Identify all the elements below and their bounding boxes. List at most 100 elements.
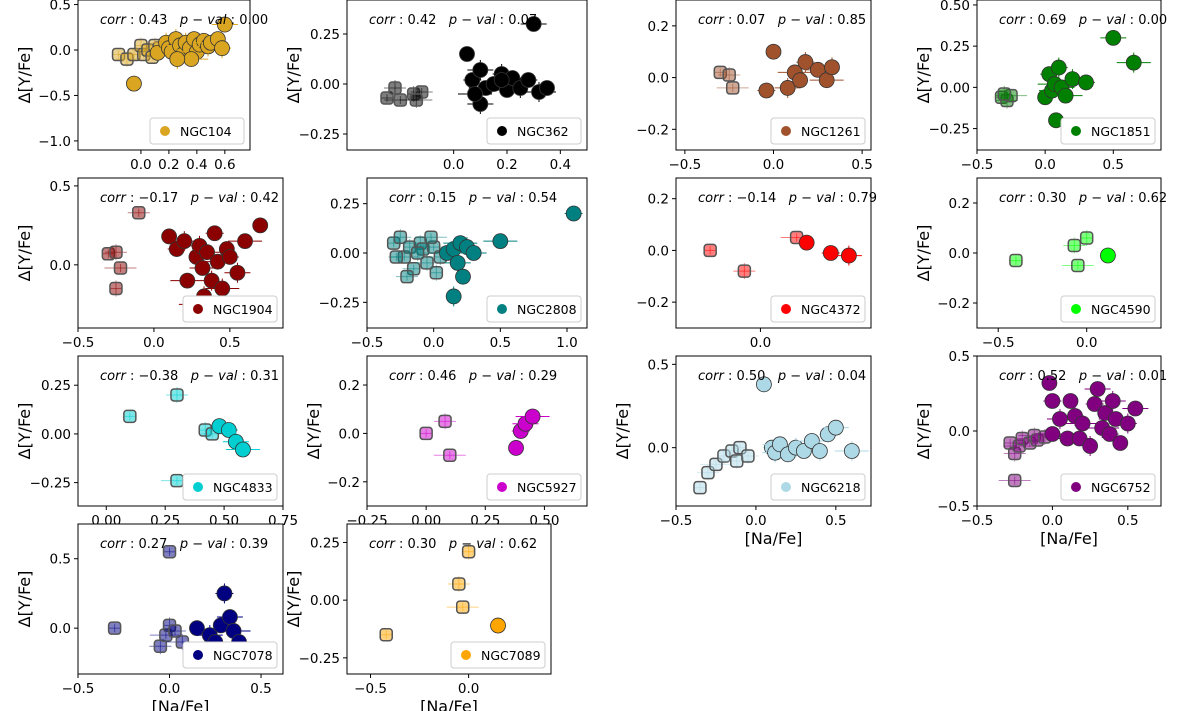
panel-ngc7078-xtick-label: −0.5 bbox=[62, 681, 95, 697]
panel-ngc5927-corr-text: corr bbox=[389, 369, 416, 384]
panel-ngc4590-legend-marker bbox=[1071, 304, 1081, 314]
panel-ngc6218-ytick-label: 0.5 bbox=[648, 357, 669, 373]
panel-ngc1851-corr-text: 0.69 bbox=[1037, 13, 1066, 28]
panel-ngc4833-corr-text: −0.38 bbox=[138, 369, 178, 384]
panel-ngc6218-legend-box bbox=[770, 473, 866, 501]
panel-ngc7089-ytick-label: 0.00 bbox=[310, 593, 340, 609]
panel-ngc362-corr-text: 0.42 bbox=[407, 13, 436, 28]
panel-ngc1261-xtick-label: −0.5 bbox=[668, 157, 701, 173]
panel-ngc2808-legend-marker bbox=[497, 304, 507, 314]
panel-ngc4590-square-point bbox=[1067, 238, 1082, 253]
panel-ngc104-ytick-label: −1.0 bbox=[38, 134, 71, 150]
panel-ngc2808-xtick-label: 0.0 bbox=[423, 335, 444, 351]
panel-ngc6218-circle-point bbox=[843, 443, 860, 459]
panel-ngc1904-:-text: : bbox=[242, 191, 246, 206]
panel-ngc6752-circle-point bbox=[1101, 426, 1118, 442]
panel-ngc2808-square-point bbox=[393, 230, 408, 244]
panel-ngc2808-:-text: : bbox=[419, 191, 423, 206]
panel-ngc2808-corr-text: corr bbox=[389, 191, 416, 206]
panel-ngc1261-corr-text: corr bbox=[698, 13, 725, 28]
panel-ngc362-corr-text: corr bbox=[369, 13, 396, 28]
panel-ngc6752-pval-text: 0.01 bbox=[1138, 369, 1167, 384]
panel-ngc2808-circle-point bbox=[449, 254, 466, 271]
panel-ngc7089-square-point bbox=[455, 600, 470, 614]
panel-ngc6218-pval-text: 0.04 bbox=[837, 369, 866, 384]
panel-ngc1851-ytick-label: 0.25 bbox=[940, 39, 970, 55]
panel-ngc4372-:-text: : bbox=[728, 191, 732, 206]
panel-ngc1851-circle-point bbox=[1105, 30, 1122, 46]
panel-ngc362-pval-text: 0.07 bbox=[508, 13, 537, 28]
panel-ngc4590-circle-point bbox=[1100, 247, 1116, 264]
panel-ngc6752-corr-text: 0.52 bbox=[1037, 369, 1066, 384]
panel-ngc1261-square-point bbox=[722, 68, 736, 82]
panel-ngc6752-ytick-label: 0.5 bbox=[949, 349, 970, 365]
panel-ngc6218-xtick-label: −0.5 bbox=[660, 513, 693, 529]
panel-ngc4833-:-text: : bbox=[130, 369, 134, 384]
panel-ngc362-:-text: : bbox=[500, 13, 504, 28]
panel-ngc4833-legend-label: NGC4833 bbox=[213, 480, 273, 495]
panel-ngc7089-legend-label: NGC7089 bbox=[481, 648, 541, 663]
panel-ngc6752-xtick-label: −0.5 bbox=[961, 513, 994, 529]
panel-ngc362-spacer bbox=[436, 13, 448, 28]
panel-ngc362-xtick-label: 0.0 bbox=[443, 157, 464, 173]
panel-ngc1261-:-text: : bbox=[829, 13, 833, 28]
panel-ngc1261-stats-annotation: corr : 0.07 p − val : 0.85 bbox=[698, 13, 866, 28]
panel-ngc362-circle-point bbox=[493, 72, 510, 88]
panel-ngc6752-circle-point bbox=[1052, 411, 1068, 427]
panel-ngc4372-legend-box bbox=[770, 295, 866, 323]
panel-ngc2808-square-point bbox=[429, 265, 444, 280]
panel-ngc2808-corr-text: 0.15 bbox=[427, 191, 456, 206]
panel-ngc2808-square-point bbox=[424, 230, 438, 244]
panel-ngc5927-legend-box bbox=[486, 473, 582, 501]
panel-ngc4372-circle-point bbox=[840, 247, 857, 264]
panel-ngc1261-pval-text: p − val bbox=[777, 13, 825, 28]
panel-ngc1904-corr-text: −0.17 bbox=[138, 191, 178, 206]
panel-ngc7089-ytick-label: 0.25 bbox=[310, 535, 340, 551]
panel-ngc2808-xtick-label: −0.5 bbox=[351, 335, 384, 351]
panel-ngc4833-corr-text: corr bbox=[100, 369, 127, 384]
panel-ngc6752-ytick-label: 0.0 bbox=[949, 424, 970, 440]
panel-ngc7078-square-point bbox=[153, 639, 168, 653]
panel-ngc1904-legend-label: NGC1904 bbox=[213, 302, 273, 317]
panel-ngc5927-:-text: : bbox=[520, 369, 524, 384]
panel-ngc1904-spacer bbox=[178, 191, 190, 206]
panel-ngc5927: −0.25 0.00 0.25 0.50−0.20.00.2Δ[Y/Fe]corr :… bbox=[304, 355, 588, 529]
panel-ngc7078-circle-point bbox=[222, 609, 238, 625]
panel-ngc7089-pval-text: p − val bbox=[448, 537, 496, 552]
panel-ngc1904-legend-marker bbox=[193, 304, 203, 314]
panel-ngc6752-circle-point bbox=[1089, 381, 1106, 397]
panel-ngc1851-ytick-label: 0.00 bbox=[940, 80, 970, 96]
panel-ngc104-stats-annotation: corr : 0.43 p − val : 0.00 bbox=[100, 13, 268, 28]
panel-ngc5927-spacer bbox=[456, 369, 468, 384]
panel-ngc1261-circle-point bbox=[824, 59, 840, 76]
panel-ngc6752-circle-point bbox=[1044, 426, 1061, 442]
panel-ngc7078-square-point bbox=[162, 545, 177, 559]
panel-ngc1904-pval-text: p − val bbox=[190, 191, 238, 206]
panel-ngc4833-square-point bbox=[170, 388, 184, 402]
panel-ngc1851-:-text: : bbox=[1130, 13, 1134, 28]
panel-ngc6752-ytick-label: −0.5 bbox=[937, 499, 970, 515]
panel-ngc1261: −0.5 0.0 0.5 −0.2 0.0 0.2 corr : 0.07 p − val … bbox=[636, 0, 873, 173]
panel-ngc6752: −0.5 0.0 0.5 −0.5 0.0 0.5 Δ[Y/Fe] [Na/Fe] corr :… bbox=[914, 349, 1167, 548]
panel-ngc6218-square-point bbox=[693, 480, 707, 495]
panel-ngc6218-circle-point bbox=[756, 376, 772, 393]
panel-ngc1261-ytick-label: 0.0 bbox=[648, 71, 669, 87]
panel-ngc4833-circle-point bbox=[220, 422, 237, 438]
panel-ngc362-pval-text: p − val bbox=[448, 13, 496, 28]
panel-ngc7089-circle-point bbox=[490, 617, 506, 634]
panel-ngc2808-circle-point bbox=[445, 288, 462, 305]
panel-ngc6752-corr-text: corr bbox=[999, 369, 1026, 384]
panel-ngc2808-legend-label: NGC2808 bbox=[517, 302, 577, 317]
panel-ngc7089: −0.5 0.0 −0.25 0.00 0.25 Δ[Y/Fe] [Na/Fe] corr :… bbox=[284, 523, 552, 711]
panel-ngc1904-stats-annotation: corr : −0.17 p − val : 0.42 bbox=[100, 191, 279, 206]
panel-ngc1904-circle-point bbox=[221, 249, 238, 265]
panel-ngc7078-pval-text: p − val bbox=[179, 537, 227, 552]
panel-ngc4372-ytick-label: 0.2 bbox=[648, 192, 669, 208]
panel-ngc4833-circle-point bbox=[235, 441, 251, 458]
panel-ngc1904-ytick-label: 0.5 bbox=[50, 179, 71, 195]
panel-ngc6752-legend-label: NGC6752 bbox=[1091, 480, 1151, 495]
panel-ngc6752-square-point bbox=[1007, 473, 1022, 488]
panel-ngc1904-square-point bbox=[109, 281, 123, 296]
panel-ngc1904-circle-point bbox=[161, 228, 178, 245]
panel-ngc4590-stats-annotation: corr : 0.30 p − val : 0.62 bbox=[999, 191, 1167, 206]
